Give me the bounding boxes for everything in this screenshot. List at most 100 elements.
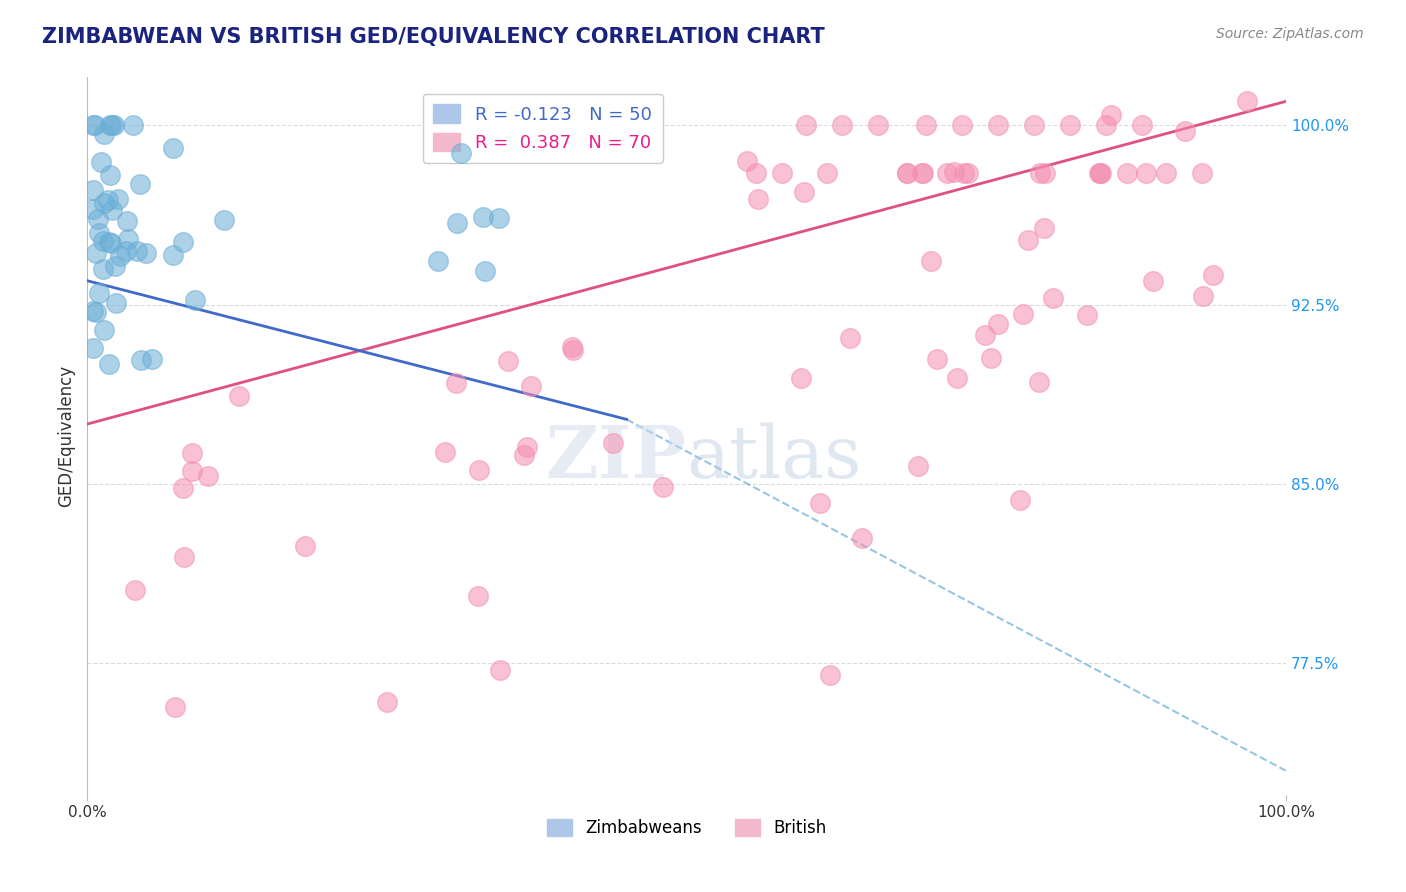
Point (896, 166, 918, 180)
Point (122, 118, 145, 132)
Point (987, 317, 1010, 331)
Text: ZIMBABWEAN VS BRITISH GED/EQUIVALENCY CORRELATION CHART: ZIMBABWEAN VS BRITISH GED/EQUIVALENCY CO… (42, 27, 825, 46)
Point (86, 305, 108, 319)
Point (952, 166, 974, 180)
Point (987, 118, 1010, 132)
Point (747, 192, 769, 206)
Point (831, 118, 853, 132)
Point (911, 166, 934, 180)
Point (1154, 166, 1177, 180)
Point (1042, 291, 1064, 305)
Point (131, 353, 153, 368)
Point (735, 154, 758, 169)
Legend: Zimbabweans, British: Zimbabweans, British (540, 813, 834, 844)
Point (467, 463, 489, 477)
Point (93, 323, 115, 337)
Point (1029, 166, 1052, 180)
Point (820, 668, 842, 682)
Point (744, 166, 766, 180)
Point (950, 118, 973, 132)
Point (375, 695, 398, 709)
Point (426, 254, 449, 268)
Point (1076, 309, 1098, 323)
Point (101, 118, 124, 132)
Point (796, 118, 818, 132)
Point (93, 196, 115, 211)
Point (1135, 166, 1157, 180)
Point (1236, 95, 1258, 109)
Point (1028, 375, 1050, 389)
Point (294, 539, 316, 553)
Point (562, 343, 585, 358)
Point (1012, 307, 1035, 321)
Point (115, 214, 138, 228)
Point (1174, 124, 1197, 138)
Point (956, 166, 979, 180)
Point (98, 168, 121, 182)
Point (100, 235, 122, 250)
Point (184, 293, 207, 307)
Point (98, 118, 121, 132)
Point (980, 351, 1002, 366)
Point (817, 166, 839, 180)
Point (839, 330, 862, 344)
Point (87, 212, 110, 227)
Point (128, 177, 150, 191)
Point (117, 232, 139, 246)
Point (793, 185, 815, 199)
Point (896, 166, 918, 180)
Point (602, 436, 624, 450)
Point (446, 216, 468, 230)
Point (91, 262, 114, 277)
Point (1033, 220, 1056, 235)
Point (125, 244, 148, 258)
Point (444, 376, 467, 390)
Point (97, 357, 120, 371)
Point (1095, 118, 1118, 132)
Point (1033, 166, 1056, 180)
Point (124, 582, 146, 597)
Point (516, 440, 538, 454)
Point (162, 248, 184, 262)
Point (1142, 274, 1164, 288)
Point (82, 342, 104, 356)
Point (181, 446, 204, 460)
Point (108, 249, 131, 263)
Point (920, 254, 942, 268)
Point (172, 481, 194, 495)
Point (82, 183, 104, 197)
Point (228, 389, 250, 403)
Point (790, 371, 813, 385)
Point (1090, 166, 1112, 180)
Point (1130, 118, 1153, 132)
Point (489, 663, 512, 677)
Point (474, 263, 496, 277)
Point (512, 448, 534, 462)
Point (467, 590, 489, 604)
Point (104, 296, 127, 310)
Point (561, 340, 583, 354)
Point (1017, 233, 1039, 247)
Point (97, 193, 120, 207)
Point (141, 352, 163, 367)
Point (163, 700, 186, 714)
Point (943, 164, 966, 178)
Point (434, 445, 457, 459)
Point (93, 127, 115, 141)
Text: atlas: atlas (686, 422, 862, 493)
Point (1116, 166, 1139, 180)
Point (915, 118, 938, 132)
Text: ZIP: ZIP (546, 422, 686, 493)
Point (104, 259, 127, 273)
Point (973, 328, 995, 343)
Point (1099, 108, 1122, 122)
Point (1202, 268, 1225, 283)
Point (907, 458, 929, 473)
Point (770, 166, 793, 180)
Point (97, 235, 120, 249)
Point (212, 212, 235, 227)
Point (84, 118, 107, 132)
Point (107, 192, 129, 206)
Point (1059, 118, 1081, 132)
Point (93, 234, 115, 248)
